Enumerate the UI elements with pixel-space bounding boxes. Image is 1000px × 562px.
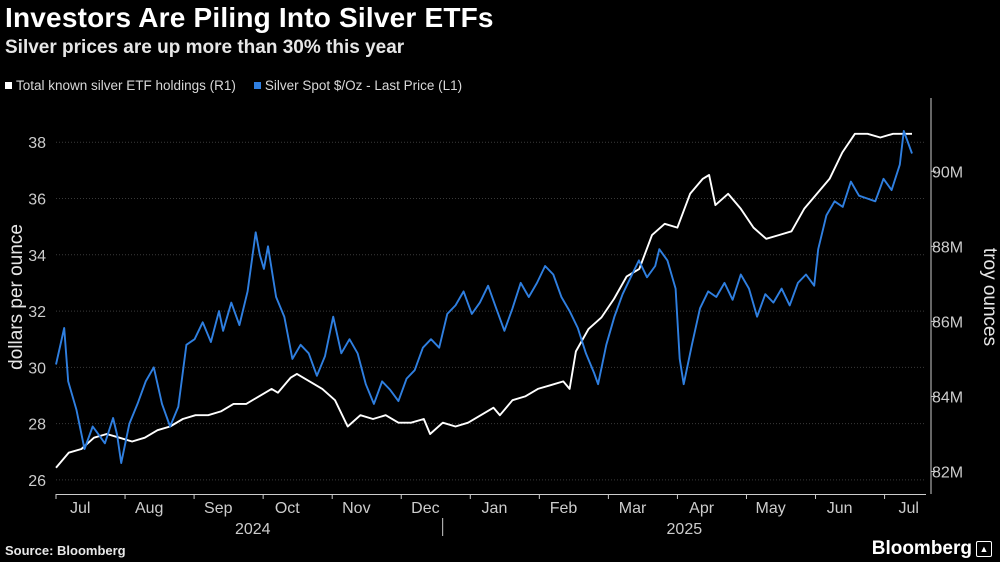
y-left-tick-label: 34: [28, 248, 46, 265]
y-right-tick-label: 88M: [932, 239, 963, 256]
x-tick-label: Sep: [204, 500, 233, 517]
y-right-tick-label: 82M: [932, 464, 963, 481]
x-tick-label: Oct: [275, 500, 300, 517]
y-right-tick-label: 84M: [932, 389, 963, 406]
x-tick-label: Jul: [899, 500, 919, 517]
bloomberg-logo: Bloomberg ▲: [872, 538, 992, 560]
source-note: Source: Bloomberg: [5, 543, 126, 558]
legend-item-holdings: Total known silver ETF holdings (R1): [5, 78, 236, 93]
legend-label-spot: Silver Spot $/Oz - Last Price (L1): [264, 78, 463, 93]
y-right-tick-label: 90M: [932, 164, 963, 181]
x-tick-label: Jun: [827, 500, 853, 517]
legend-swatch-holdings: [5, 82, 12, 89]
x-tick-label: Jan: [482, 500, 508, 517]
series-line-holdings: [55, 132, 912, 469]
y-right-axis-title: troy ounces: [979, 248, 1000, 346]
x-tick-label: Mar: [619, 500, 647, 517]
y-left-tick-label: 30: [28, 360, 46, 377]
x-tick-label: Nov: [342, 500, 370, 517]
x-tick-label: Aug: [135, 500, 163, 517]
y-left-tick-label: 38: [28, 135, 46, 152]
legend-label-holdings: Total known silver ETF holdings (R1): [16, 78, 236, 93]
x-tick-label: Feb: [550, 500, 578, 517]
chart-title: Investors Are Piling Into Silver ETFs: [5, 2, 494, 33]
x-year-label: 2024: [235, 521, 271, 538]
x-tick-label: May: [756, 500, 786, 517]
series-line-spot: [55, 130, 913, 464]
x-year-label: 2025: [667, 521, 703, 538]
legend-swatch-spot: [253, 82, 261, 89]
x-tick-label: Jul: [70, 500, 90, 517]
chart-subtitle: Silver prices are up more than 30% this …: [5, 37, 405, 58]
y-left-tick-label: 36: [28, 192, 46, 209]
y-left-tick-label: 26: [28, 473, 46, 490]
y-right-tick-label: 86M: [932, 314, 963, 331]
x-tick-label: Apr: [689, 500, 715, 517]
brand-mark-icon: ▲: [976, 541, 992, 557]
legend: Total known silver ETF holdings (R1) Sil…: [5, 78, 462, 93]
y-left-tick-label: 32: [28, 304, 46, 321]
legend-item-spot: Silver Spot $/Oz - Last Price (L1): [253, 78, 463, 93]
y-left-tick-label: 28: [28, 417, 46, 434]
x-tick-label: Dec: [411, 500, 439, 517]
y-left-axis-title: dollars per ounce: [6, 224, 27, 370]
brand-name: Bloomberg: [871, 538, 972, 559]
